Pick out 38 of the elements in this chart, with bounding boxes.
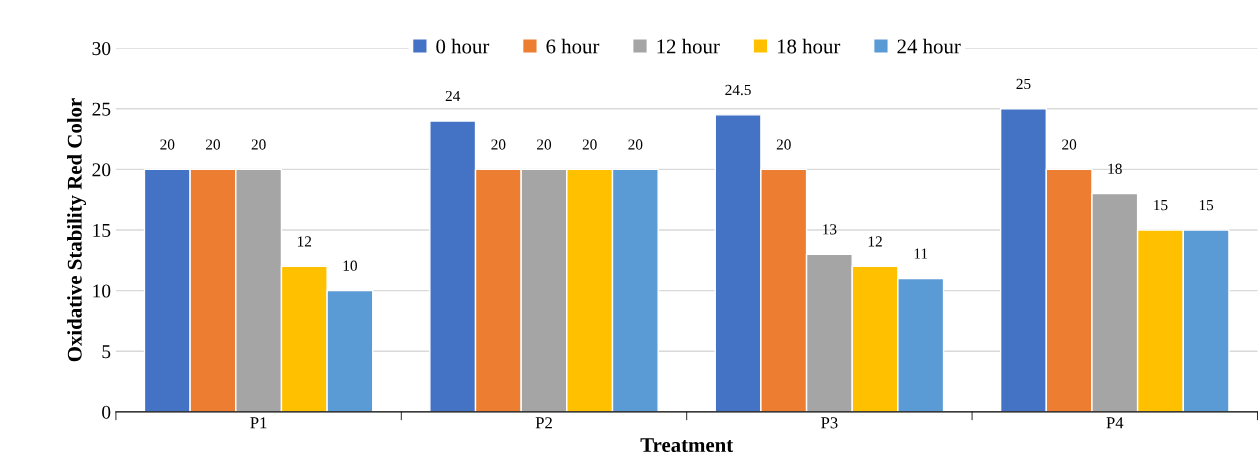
data-label: 25	[1016, 78, 1031, 90]
data-label: 20	[1062, 139, 1077, 150]
legend-label: 18 hour	[777, 38, 841, 54]
data-label: 20	[537, 139, 552, 150]
data-label: 20	[251, 139, 266, 150]
x-tick-label: P3	[821, 417, 838, 429]
data-label: 13	[823, 224, 837, 235]
data-label: 15	[1154, 200, 1168, 211]
data-label: 12	[868, 236, 882, 247]
data-label: 20	[582, 139, 597, 150]
data-label: 20	[628, 139, 643, 150]
legend-label: 6 hour	[546, 38, 600, 54]
legend-label: 12 hour	[657, 38, 720, 54]
y-axis-title: Oxidative Stability Red Color	[67, 98, 87, 362]
legend-label: 24 hour	[897, 38, 961, 54]
y-tick-label: 20	[92, 163, 111, 177]
data-label: 11	[914, 248, 928, 259]
y-tick-label: 0	[102, 405, 111, 419]
data-label: 15	[1199, 200, 1214, 211]
x-axis-title: Treatment	[640, 438, 734, 453]
y-tick-label: 10	[93, 284, 111, 298]
data-label: 10	[343, 260, 357, 271]
data-label: 20	[205, 139, 221, 150]
y-tick-label: 5	[102, 345, 111, 359]
x-tick-label: P4	[1106, 417, 1124, 429]
y-tick-label: 15	[93, 223, 111, 237]
data-label: 12	[297, 236, 312, 247]
y-tick-label: 30	[92, 42, 111, 56]
data-label: 24	[445, 90, 461, 102]
x-tick-label: P1	[250, 417, 267, 429]
x-tick-label: P2	[535, 417, 552, 429]
data-label: 20	[491, 139, 506, 150]
legend-label: 0 hour	[436, 38, 490, 54]
data-label: 20	[776, 139, 791, 150]
data-label: 20	[160, 139, 175, 150]
data-label: 18	[1108, 163, 1122, 174]
y-tick-label: 25	[92, 102, 111, 116]
data-label: 24.5	[725, 84, 751, 96]
